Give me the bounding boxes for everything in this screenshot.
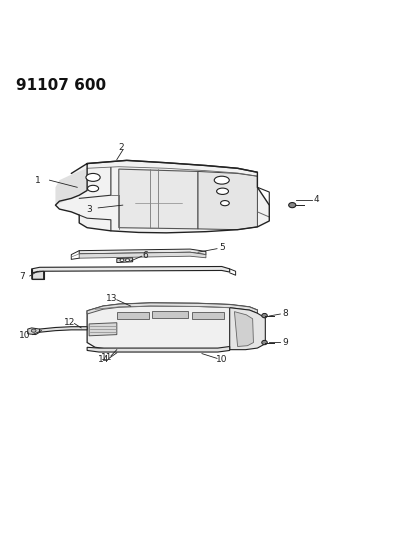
Ellipse shape [262, 341, 267, 345]
Ellipse shape [214, 176, 229, 184]
Text: 1: 1 [35, 176, 40, 184]
Polygon shape [79, 249, 206, 255]
Polygon shape [192, 312, 224, 319]
Polygon shape [55, 160, 269, 233]
Text: 5: 5 [219, 243, 225, 252]
Text: 6: 6 [143, 251, 148, 260]
Polygon shape [28, 328, 40, 335]
Text: 9: 9 [282, 338, 288, 347]
Text: 3: 3 [86, 205, 92, 214]
Text: 2: 2 [118, 143, 124, 152]
Ellipse shape [86, 173, 100, 181]
Polygon shape [117, 258, 133, 263]
Text: 7: 7 [19, 272, 25, 281]
Polygon shape [89, 323, 117, 336]
Text: 13: 13 [106, 294, 118, 303]
Polygon shape [198, 172, 257, 230]
Ellipse shape [221, 200, 229, 206]
Ellipse shape [88, 185, 99, 192]
Ellipse shape [31, 329, 36, 332]
Ellipse shape [120, 259, 124, 262]
Ellipse shape [289, 203, 296, 208]
Polygon shape [32, 266, 230, 273]
Polygon shape [32, 269, 44, 279]
Polygon shape [230, 308, 265, 350]
Polygon shape [87, 303, 257, 314]
Text: 4: 4 [314, 196, 320, 205]
Text: 8: 8 [282, 309, 288, 318]
Polygon shape [234, 312, 253, 346]
Polygon shape [55, 168, 87, 205]
Polygon shape [117, 312, 148, 319]
Text: 11: 11 [101, 353, 113, 362]
Polygon shape [87, 346, 230, 352]
Text: 10: 10 [19, 332, 30, 340]
Text: 12: 12 [64, 318, 75, 327]
Polygon shape [79, 252, 206, 258]
Text: 10: 10 [216, 355, 228, 364]
Ellipse shape [217, 188, 228, 195]
Polygon shape [40, 327, 87, 332]
Polygon shape [119, 169, 198, 229]
Ellipse shape [126, 259, 129, 262]
Text: 91107 600: 91107 600 [16, 78, 106, 93]
Text: 14: 14 [98, 355, 109, 364]
Ellipse shape [262, 313, 267, 318]
Polygon shape [87, 303, 257, 350]
Polygon shape [152, 311, 188, 318]
